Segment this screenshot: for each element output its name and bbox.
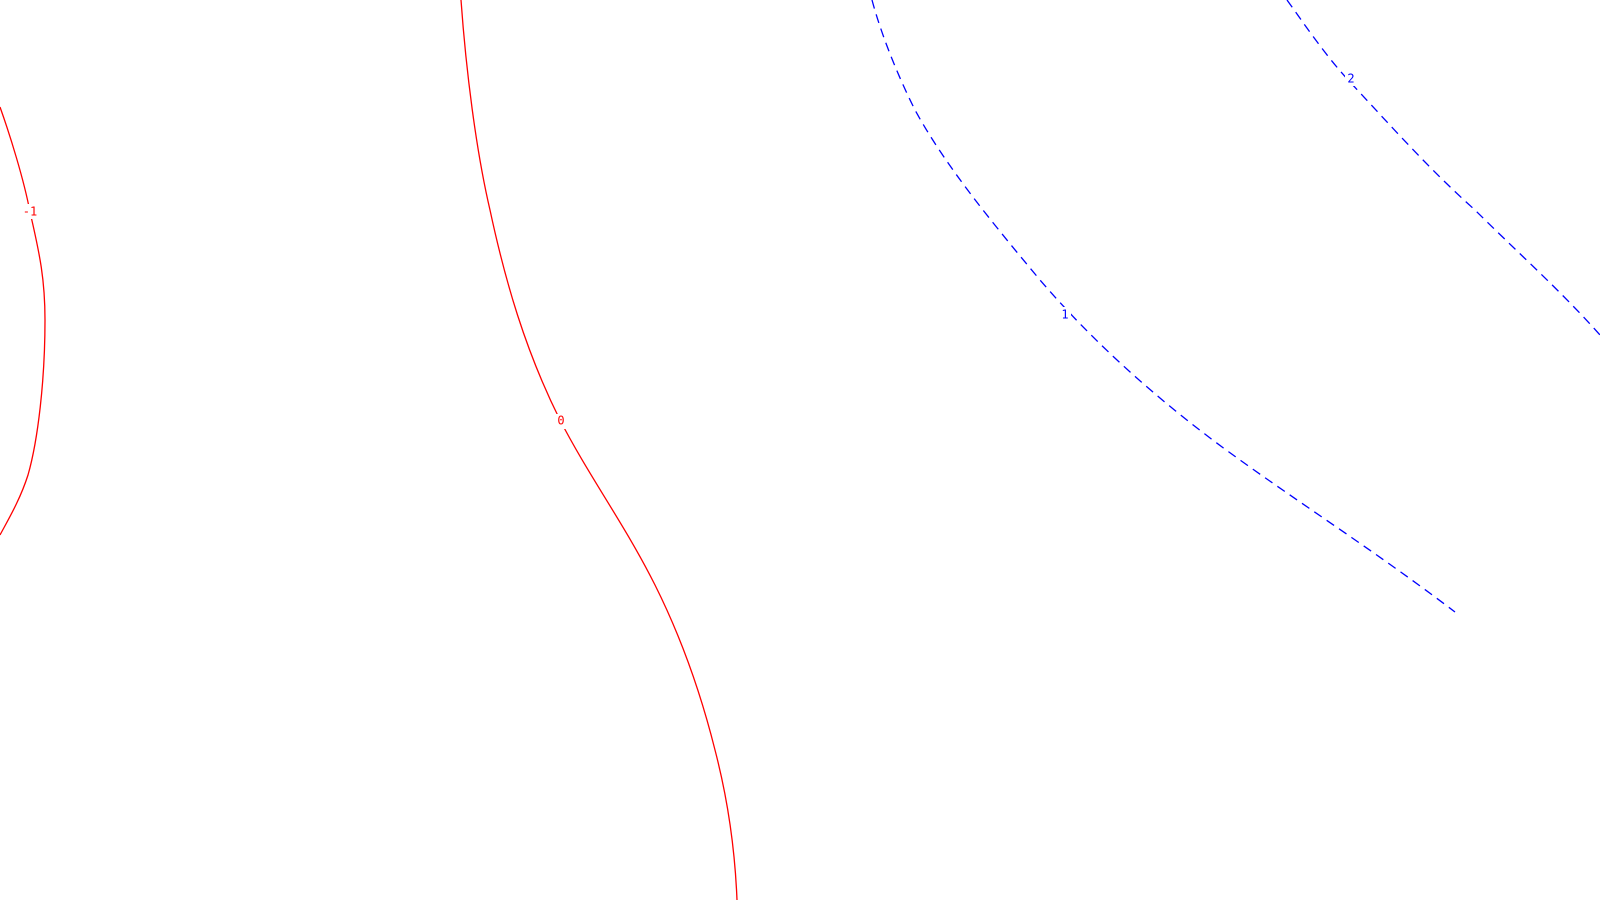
contour-level-2: 2: [1286, 0, 1600, 336]
contour-level-minus-1: -1: [0, 106, 46, 536]
contour-label-minus-1: -1: [23, 205, 37, 219]
contour-line-2: [1286, 0, 1600, 336]
contour-label-2: 2: [1347, 72, 1354, 86]
contour-line-1: [871, 0, 1456, 613]
contour-label-1: 1: [1061, 308, 1068, 322]
contour-level-1: 1: [871, 0, 1456, 613]
contour-label-0: 0: [557, 414, 564, 428]
contour-line-minus-1: [0, 106, 46, 536]
contour-line-0: [460, 0, 738, 900]
contour-level-0: 0: [460, 0, 738, 900]
